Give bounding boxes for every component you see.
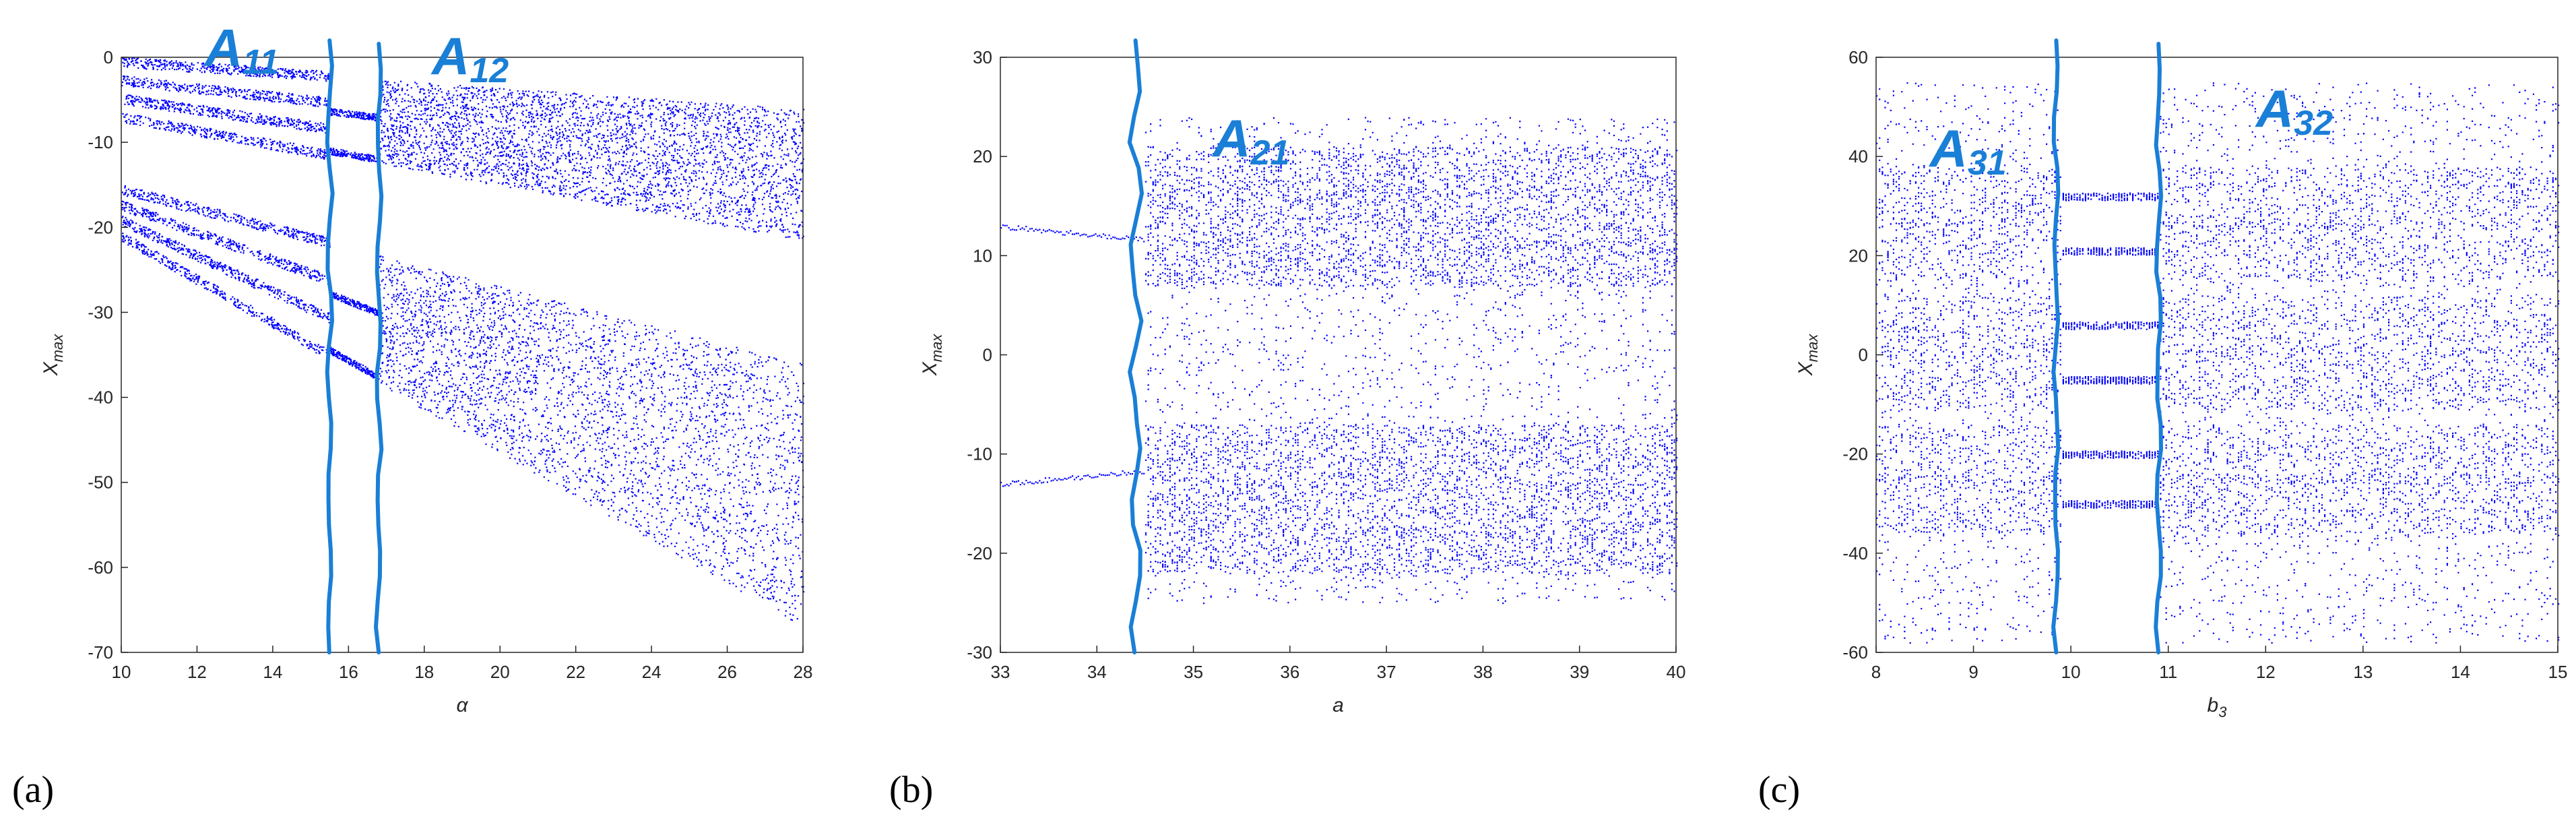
panel-label: (c): [1758, 769, 1800, 811]
y-tick-label: 0: [1859, 345, 1868, 365]
x-axis-label: a: [1332, 694, 1344, 716]
y-tick-label: -20: [88, 217, 113, 237]
y-tick-label: -40: [88, 388, 113, 408]
x-tick-label: 34: [1087, 662, 1107, 682]
y-tick-label: -10: [967, 444, 992, 464]
x-tick-label: 36: [1280, 662, 1299, 682]
y-axis-label: Xmax: [1795, 334, 1821, 377]
boundary-line: [325, 38, 335, 654]
x-tick-label: 24: [642, 662, 662, 682]
chart-panel-3: 8 9 10 11 12 13 14 15 -60 -40 -20 0 20 40 60 b3 Xmax (c) A…: [1758, 38, 2568, 811]
x-tick-label: 18: [414, 662, 434, 682]
x-tick-label: 15: [2548, 662, 2568, 682]
boundary-line: [373, 42, 384, 654]
x-tick-label: 35: [1184, 662, 1203, 682]
boundary-line: [1127, 38, 1145, 654]
plot-frame: [1000, 57, 1677, 653]
x-tick-label: 10: [112, 662, 131, 682]
boundary-line: [2051, 38, 2061, 654]
region-label: A11: [203, 18, 279, 82]
y-tick-label: -60: [1842, 642, 1868, 662]
y-tick-label: -20: [967, 543, 992, 563]
x-tick-label: 14: [2451, 662, 2470, 682]
x-tick-label: 20: [490, 662, 510, 682]
x-tick-label: 12: [187, 662, 207, 682]
y-tick-label: 20: [1848, 245, 1868, 266]
y-tick-label: -70: [88, 642, 113, 662]
x-tick-label: 37: [1377, 662, 1396, 682]
y-tick-label: -40: [1842, 543, 1868, 563]
y-tick-label: 0: [104, 47, 113, 67]
data-points: [1000, 117, 1678, 605]
x-tick-label: 9: [1968, 662, 1978, 682]
x-tick-label: 26: [717, 662, 737, 682]
y-tick-label: -30: [967, 642, 992, 662]
x-tick-label: 33: [991, 662, 1010, 682]
region-label: A21: [1211, 109, 1289, 173]
y-axis-label: Xmax: [919, 334, 945, 377]
x-tick-label: 11: [2159, 662, 2177, 682]
y-tick-label: -20: [1842, 444, 1868, 464]
x-tick-label: 39: [1570, 662, 1589, 682]
chart-panel-1: 10 12 14 16 18 20 22 24 26 28 -70 -60 -50 -40 -30 -20 -1…: [12, 18, 812, 811]
y-tick-label: 30: [973, 47, 992, 67]
panel-label: (b): [889, 769, 933, 811]
x-tick-label: 14: [263, 662, 282, 682]
y-tick-label: 20: [973, 146, 992, 166]
y-tick-label: -10: [88, 132, 113, 152]
x-axis-label: α: [456, 694, 468, 716]
boundary-line: [2154, 42, 2164, 654]
y-tick-label: -50: [88, 472, 113, 493]
x-tick-label: 40: [1667, 662, 1686, 682]
y-tick-label: 60: [1848, 47, 1868, 67]
x-tick-label: 16: [339, 662, 358, 682]
x-tick-label: 10: [2061, 662, 2081, 682]
y-tick-label: 40: [1848, 146, 1868, 166]
y-tick-label: -60: [88, 557, 113, 578]
region-label: A12: [430, 26, 509, 90]
x-tick-label: 13: [2353, 662, 2373, 682]
y-tick-label: 10: [973, 245, 992, 266]
y-axis-label: Xmax: [40, 334, 66, 377]
data-points: [121, 57, 805, 621]
x-tick-label: 8: [1871, 662, 1881, 682]
x-tick-label: 12: [2256, 662, 2276, 682]
x-tick-label: 28: [794, 662, 813, 682]
x-tick-label: 38: [1473, 662, 1493, 682]
region-label: A32: [2255, 79, 2333, 143]
region-label: A31: [1929, 119, 2007, 183]
y-tick-label: -30: [88, 302, 113, 322]
chart-panel-2: 33 34 35 36 37 38 39 40 -30 -20 -10 0 10 20 30 a Xmax (b)…: [889, 38, 1686, 811]
x-axis-label: b3: [2208, 694, 2228, 720]
y-tick-label: 0: [983, 345, 992, 365]
plot-frame: [121, 57, 804, 653]
panel-label: (a): [12, 769, 54, 811]
x-tick-label: 22: [566, 662, 585, 682]
